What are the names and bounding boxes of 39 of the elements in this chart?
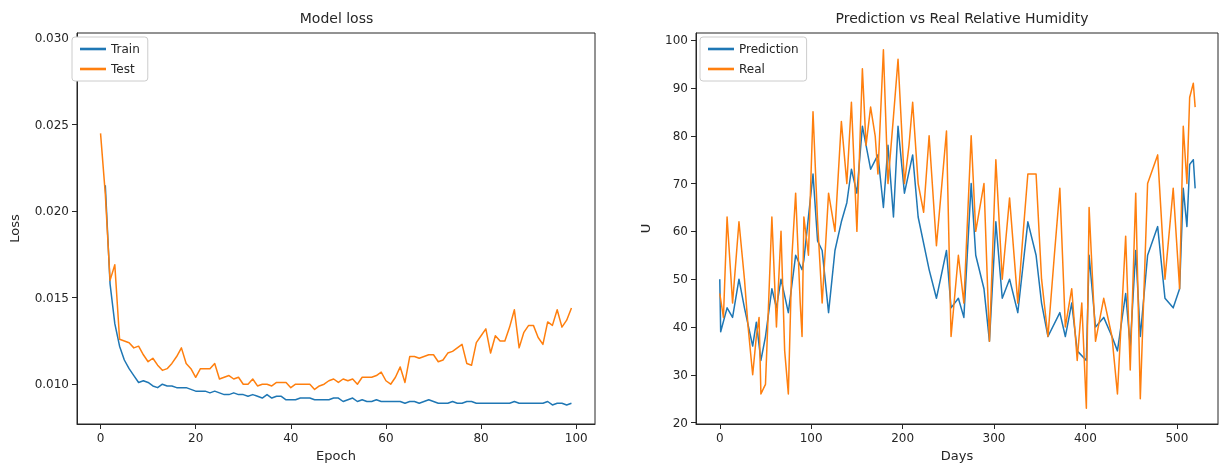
line-series — [719, 125, 1196, 362]
x-tick-label: 0 — [96, 431, 105, 445]
chart-title: Model loss — [299, 10, 374, 26]
y-tick-label: 60 — [672, 224, 688, 239]
y-tick-label: 100 — [665, 33, 688, 48]
y-tick-label: 0.010 — [34, 377, 69, 392]
x-tick-label: 0 — [715, 431, 724, 445]
chart-title: Prediction vs Real Relative Humidity — [835, 10, 1089, 26]
x-tick-label: 500 — [1165, 431, 1189, 445]
x-tick-label: 20 — [188, 431, 204, 445]
y-tick-label: 50 — [672, 272, 688, 287]
x-axis-title: Days — [940, 447, 974, 463]
x-tick-label: 40 — [283, 431, 299, 445]
y-tick-label: 0.020 — [34, 204, 69, 219]
x-tick-label: 100 — [799, 431, 823, 445]
y-tick-label: 0.015 — [34, 290, 69, 305]
y-tick-label: 20 — [672, 415, 688, 430]
x-tick-label: 200 — [891, 431, 915, 445]
y-tick-label: 40 — [672, 319, 688, 334]
x-tick-label: 100 — [564, 431, 588, 445]
y-tick-label: 0.025 — [34, 117, 69, 132]
x-tick-label: 400 — [1073, 431, 1097, 445]
y-axis-title: Loss — [7, 214, 22, 243]
legend-label: Prediction — [739, 42, 799, 56]
x-tick-label: 80 — [473, 431, 489, 445]
y-axis-title: U — [638, 223, 653, 234]
legend-label: Train — [110, 42, 140, 56]
y-tick-label: 80 — [672, 128, 688, 143]
x-tick-label: 60 — [378, 431, 394, 445]
y-tick-label: 30 — [672, 367, 688, 382]
legend-label: Real — [739, 62, 765, 76]
y-tick-label: 90 — [672, 80, 688, 95]
x-tick-label: 300 — [982, 431, 1006, 445]
y-tick-label: 0.030 — [34, 31, 69, 46]
line-series — [104, 184, 573, 406]
line-series — [99, 132, 573, 391]
x-axis-title: Epoch — [316, 447, 356, 463]
legend-label: Test — [110, 62, 135, 76]
y-tick-label: 70 — [672, 176, 688, 191]
